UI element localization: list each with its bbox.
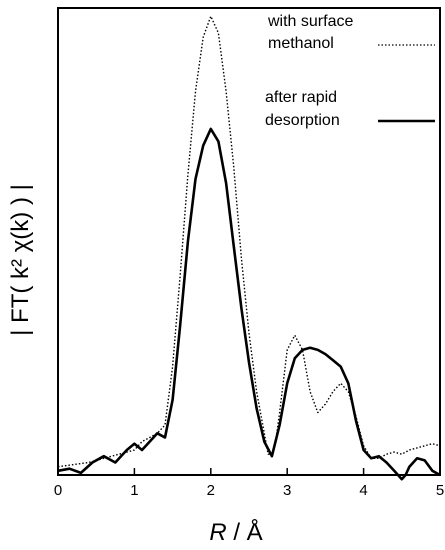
series-group (57, 15, 441, 481)
x-axis-title-variable: R (209, 519, 226, 546)
x-axis-ticks: 0 1 2 3 4 5 (54, 468, 444, 499)
x-axis-title-unit: / Å (227, 518, 263, 546)
x-tick-label: 3 (283, 482, 291, 499)
legend-label-series-2-line-1: after rapid (265, 89, 337, 106)
plot-frame (57, 7, 441, 476)
legend-label-series-1-line-1: with surface (267, 13, 353, 30)
series-line-2 (57, 127, 441, 481)
x-tick-label: 1 (130, 482, 138, 499)
legend-label-series-1-line-2: methanol (268, 35, 334, 52)
x-axis-title: R / Å (209, 518, 262, 546)
y-axis-title: | FT( k² χ(k) ) | (7, 184, 34, 336)
legend: with surface methanol after rapid desorp… (265, 13, 435, 129)
plot-area (57, 7, 441, 476)
x-tick-label: 4 (359, 482, 367, 499)
legend-label-series-2-line-2: desorption (265, 112, 340, 129)
series-line-1 (57, 15, 441, 468)
x-tick-label: 2 (207, 482, 215, 499)
x-tick-label: 5 (436, 482, 444, 499)
x-tick-label: 0 (54, 482, 62, 499)
